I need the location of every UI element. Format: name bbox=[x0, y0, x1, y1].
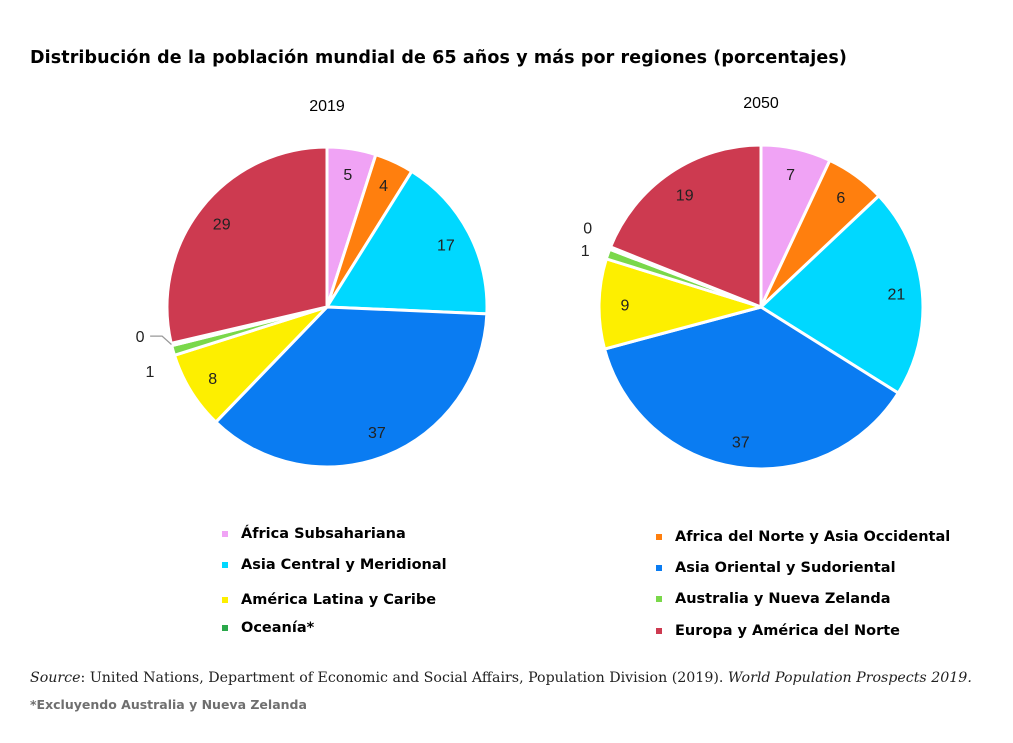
legend-label: Asia Oriental y Sudoriental bbox=[675, 560, 896, 576]
slice-value-label: 0 bbox=[136, 329, 145, 346]
source-note: Source: United Nations, Department of Ec… bbox=[30, 670, 972, 686]
pie-slice-asia-oriental-sudoriental bbox=[603, 305, 900, 471]
legend-swatch bbox=[656, 596, 662, 602]
legend-item-europa-america-norte: Europa y América del Norte bbox=[656, 623, 900, 639]
legend-item-oceania: Oceanía* bbox=[222, 620, 314, 636]
legend-label: América Latina y Caribe bbox=[241, 592, 437, 608]
slice-value-label: 5 bbox=[343, 167, 352, 184]
legend-swatch bbox=[656, 628, 662, 634]
slice-value-label: 19 bbox=[676, 187, 694, 204]
legend-item-africa-norte-asia-occidental: Africa del Norte y Asia Occidental bbox=[656, 529, 950, 545]
legend-swatch bbox=[222, 597, 228, 603]
slice-value-label: 37 bbox=[368, 425, 386, 442]
footnote: *Excluyendo Australia y Nueva Zelanda bbox=[30, 697, 307, 712]
slice-value-label: 21 bbox=[888, 287, 906, 304]
slice-value-label: 1 bbox=[145, 364, 154, 381]
chart-title: Distribución de la población mundial de … bbox=[30, 48, 847, 68]
legend-label: África Subsahariana bbox=[241, 526, 406, 542]
source-prefix: Source bbox=[30, 670, 81, 686]
legend-item-asia-oriental-sudoriental: Asia Oriental y Sudoriental bbox=[656, 560, 896, 576]
pie-slice-asia-central-meridional bbox=[325, 169, 489, 316]
legend-label: Africa del Norte y Asia Occidental bbox=[675, 529, 951, 545]
legend-swatch bbox=[656, 565, 662, 571]
pie-slice-asia-oriental-sudoriental bbox=[214, 305, 489, 469]
leader-line bbox=[150, 335, 172, 345]
slice-value-label: 0 bbox=[583, 220, 592, 237]
legend-swatch bbox=[222, 531, 228, 537]
chart-year-label: 2050 bbox=[743, 95, 779, 112]
slice-value-label: 4 bbox=[379, 178, 388, 195]
slice-value-label: 8 bbox=[208, 371, 217, 388]
pie-chart-2050: 2050 7 6 21 37 9 1 0 19 bbox=[581, 95, 925, 471]
legend-swatch bbox=[222, 625, 228, 631]
slice-value-label: 29 bbox=[213, 216, 231, 233]
pie-slice-america-latina-caribe bbox=[597, 257, 763, 351]
slice-value-label: 17 bbox=[437, 237, 455, 254]
legend-label: Australia y Nueva Zelanda bbox=[675, 591, 891, 607]
legend-item-america-latina-caribe: América Latina y Caribe bbox=[222, 592, 436, 608]
slice-value-label: 37 bbox=[732, 435, 750, 452]
pie-charts: 2019 5 4 17 37 8 1 0 29 2050 7 6 21 37 9 1 0 19 bbox=[136, 95, 925, 471]
slice-value-label: 7 bbox=[786, 167, 795, 184]
source-text: : United Nations, Department of Economic… bbox=[80, 670, 728, 686]
pie-slice-asia-central-meridional bbox=[759, 194, 925, 395]
slice-value-label: 1 bbox=[581, 243, 590, 260]
legend-label: Oceanía* bbox=[241, 620, 315, 636]
legend-label: Asia Central y Meridional bbox=[241, 557, 447, 573]
legend-item-asia-central-meridional: Asia Central y Meridional bbox=[222, 557, 447, 573]
pie-slice-europa-america-norte bbox=[165, 145, 329, 345]
legend-swatch bbox=[656, 534, 662, 540]
legend-label: Europa y América del Norte bbox=[675, 623, 901, 639]
pie-chart-2019: 2019 5 4 17 37 8 1 0 29 bbox=[136, 98, 489, 469]
source-publication: World Population Prospects 2019. bbox=[727, 670, 972, 686]
legend-item-africa-subsahariana: África Subsahariana bbox=[222, 526, 406, 542]
chart-year-label: 2019 bbox=[309, 98, 345, 115]
legend-item-australia-nueva-zelanda: Australia y Nueva Zelanda bbox=[656, 591, 890, 607]
slice-value-label: 9 bbox=[620, 297, 629, 314]
pie-slice-europa-america-norte bbox=[609, 143, 763, 309]
legend-swatch bbox=[222, 562, 228, 568]
slice-value-label: 6 bbox=[836, 190, 845, 207]
